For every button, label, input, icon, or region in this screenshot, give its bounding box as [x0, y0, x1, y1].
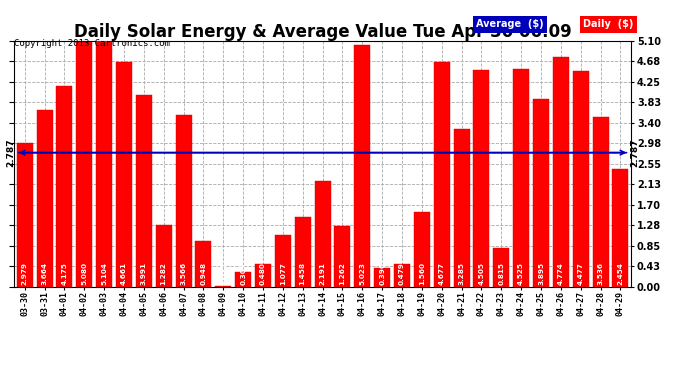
Bar: [176, 115, 192, 287]
Bar: [215, 286, 231, 287]
Bar: [77, 42, 92, 287]
Bar: [295, 217, 310, 287]
Text: 3.664: 3.664: [41, 262, 48, 285]
Text: 4.477: 4.477: [578, 262, 584, 285]
Text: 2.979: 2.979: [21, 262, 28, 285]
Bar: [315, 182, 331, 287]
Bar: [235, 272, 251, 287]
Bar: [96, 41, 112, 287]
Bar: [434, 62, 450, 287]
Bar: [17, 143, 32, 287]
Bar: [255, 264, 271, 287]
Text: 2.787: 2.787: [6, 138, 14, 167]
Text: 2.191: 2.191: [319, 262, 326, 285]
Bar: [335, 226, 351, 287]
Bar: [195, 241, 211, 287]
Text: 0.480: 0.480: [260, 262, 266, 285]
Bar: [573, 71, 589, 287]
Text: 0.815: 0.815: [498, 262, 504, 285]
Text: 3.895: 3.895: [538, 262, 544, 285]
Text: 1.560: 1.560: [419, 262, 425, 285]
Text: 5.023: 5.023: [359, 262, 365, 285]
Text: 4.175: 4.175: [61, 262, 68, 285]
Text: 3.566: 3.566: [181, 262, 186, 285]
Title: Daily Solar Energy & Average Value Tue Apr 30 06:09: Daily Solar Energy & Average Value Tue A…: [74, 23, 571, 41]
Bar: [394, 264, 410, 287]
Text: 3.285: 3.285: [459, 262, 464, 285]
Text: 3.991: 3.991: [141, 262, 147, 285]
Text: 4.661: 4.661: [121, 262, 127, 285]
Text: 5.080: 5.080: [81, 262, 88, 285]
Text: 0.013: 0.013: [220, 262, 226, 285]
Text: 0.479: 0.479: [399, 262, 405, 285]
Text: 5.104: 5.104: [101, 262, 107, 285]
Bar: [37, 110, 52, 287]
Text: 1.262: 1.262: [339, 262, 346, 285]
Bar: [275, 235, 290, 287]
Bar: [533, 99, 549, 287]
Bar: [453, 129, 469, 287]
Bar: [116, 62, 132, 287]
Text: Average  ($): Average ($): [476, 20, 544, 29]
Text: 1.282: 1.282: [161, 262, 167, 285]
Text: 1.458: 1.458: [299, 262, 306, 285]
Text: 4.505: 4.505: [478, 262, 484, 285]
Bar: [414, 212, 430, 287]
Bar: [136, 94, 152, 287]
Text: Daily  ($): Daily ($): [583, 20, 633, 29]
Bar: [553, 57, 569, 287]
Text: 4.525: 4.525: [518, 262, 524, 285]
Bar: [613, 169, 629, 287]
Bar: [473, 70, 489, 287]
Bar: [513, 69, 529, 287]
Text: 2.454: 2.454: [618, 262, 624, 285]
Text: 0.307: 0.307: [240, 262, 246, 285]
Bar: [57, 86, 72, 287]
Text: 0.396: 0.396: [379, 262, 385, 285]
Bar: [355, 45, 371, 287]
Text: 1.077: 1.077: [280, 262, 286, 285]
Text: 2.787: 2.787: [631, 138, 640, 167]
Text: Copyright 2013 Cartronics.com: Copyright 2013 Cartronics.com: [14, 39, 170, 48]
Bar: [374, 268, 390, 287]
Bar: [493, 248, 509, 287]
Text: 3.536: 3.536: [598, 262, 604, 285]
Text: 4.677: 4.677: [439, 262, 445, 285]
Bar: [593, 117, 609, 287]
Text: 4.774: 4.774: [558, 262, 564, 285]
Bar: [156, 225, 172, 287]
Text: 0.948: 0.948: [200, 262, 206, 285]
